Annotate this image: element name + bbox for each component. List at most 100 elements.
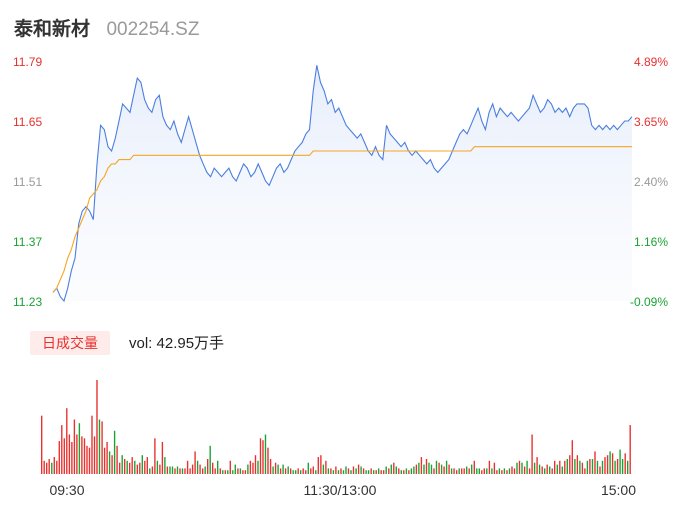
volume-bar [393,462,395,474]
volume-bar [53,457,55,474]
volume-bar [589,459,591,474]
volume-bar [46,462,48,474]
volume-bar [244,470,247,474]
volume-bar [569,455,571,474]
daily-volume-tab[interactable]: 日成交量 [30,331,110,355]
volume-bar [121,455,123,474]
volume-bar [239,468,242,474]
volume-bar [445,460,448,474]
volume-bar [330,468,332,474]
volume-bar [458,468,460,474]
percent-tick-label: 2.40% [634,175,668,189]
volume-bar [450,468,453,474]
volume-bar [164,457,166,474]
volume-bar [413,466,415,474]
volume-value: 42.95万手 [156,335,225,352]
volume-bar [56,460,58,474]
volume-bar [217,460,219,474]
volume-bar [574,459,576,474]
volume-bar [357,464,360,474]
volume-bar [373,470,375,474]
volume-bar [418,462,420,474]
volume-bar [493,462,496,474]
daily-volume-tab-label: 日成交量 [42,335,98,351]
volume-bar [352,466,355,474]
volume-bar [61,425,63,474]
volume-bar [101,421,103,474]
volume-bar [151,466,154,474]
volume-bar [264,434,267,474]
volume-bar [277,464,279,474]
volume-bar [315,470,317,474]
volume-bar [161,442,164,474]
volume-bar [521,462,523,474]
volume-bar [501,470,503,474]
volume-bar [378,468,380,474]
volume-bar [621,459,624,474]
volume-bar [508,468,511,474]
volume-bar [312,466,314,474]
stock-header: 泰和新材 002254.SZ [14,14,199,40]
volume-bar [58,441,60,474]
volume-bar [126,460,128,474]
volume-bar [616,459,619,474]
volume-bar [606,455,609,474]
volume-bar [108,451,111,474]
volume-bar [269,459,272,474]
time-tick-label: 11:30/13:00 [304,482,377,498]
volume-bar [242,470,244,474]
volume-bar [93,436,96,474]
price-area-fill [53,65,632,301]
volume-bar [335,466,337,474]
volume-bar [63,438,65,474]
volume-bar [71,442,73,474]
volume-bar [103,447,106,474]
volume-bar [199,464,201,474]
volume-bar [513,468,516,474]
volume-bar [438,462,440,474]
volume-bar [254,455,257,474]
percent-tick-label: -0.09% [630,295,668,309]
volume-bar [237,468,239,474]
volume-bar [609,451,611,474]
price-tick-label: 11.51 [13,175,42,189]
volume-bar [571,440,573,474]
volume-bar [124,459,126,474]
volume-bar [430,464,433,474]
volume-bar [383,470,385,474]
volume-bar [179,468,181,474]
volume-bar [159,464,161,474]
price-axis-left: 11.79 11.65 11.51 11.37 11.23 [13,55,42,309]
volume-bar [136,464,138,474]
volume-bar [342,470,345,474]
volume-bar [483,468,485,474]
volume-bar [113,430,116,474]
volume-bar [476,468,478,474]
volume-bar [425,459,428,474]
volume-bar [410,468,413,474]
volume-bar [466,466,468,474]
volume-bar [257,460,259,474]
volume-bar [267,447,269,474]
volume-bar [229,460,231,474]
volume-bar [518,460,521,474]
volume-bar [176,466,179,474]
volume-bar [604,457,606,474]
price-line [52,65,633,303]
volume-bar [544,468,546,474]
volume-bar [551,468,553,474]
volume-bar [405,468,408,474]
volume-bar [116,445,118,474]
volume-bar [433,468,435,474]
price-tick-label: 11.23 [13,295,42,309]
volume-bar [461,468,463,474]
percent-tick-label: 3.65% [634,115,668,129]
volume-bar [181,468,184,474]
volume-bar [189,468,191,474]
percent-tick-label: 4.89% [634,55,668,69]
volume-bar [443,466,445,474]
volume-bar [347,468,350,474]
volume-bar [340,468,342,474]
volume-bar [627,460,629,474]
volume-bar [536,457,538,474]
